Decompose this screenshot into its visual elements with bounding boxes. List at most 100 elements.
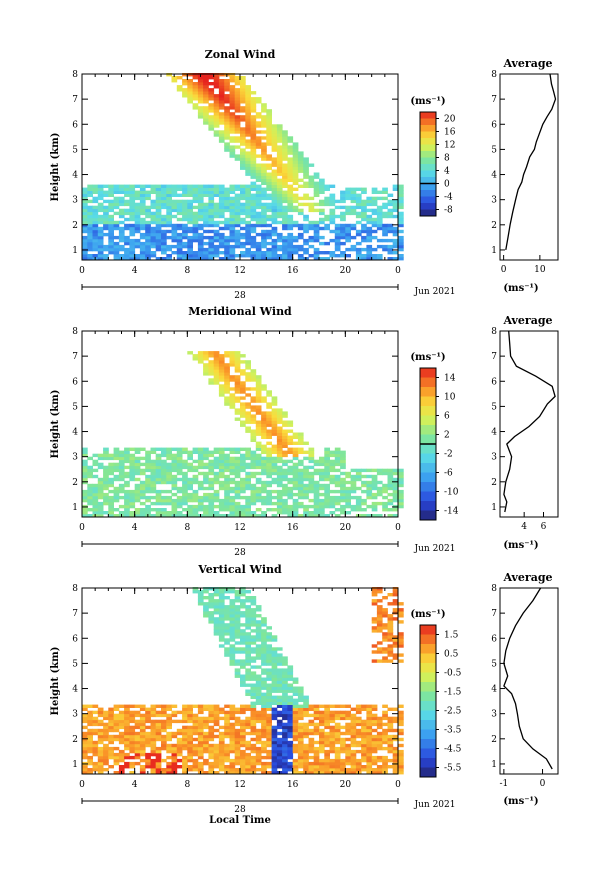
heatmap-cell [308, 450, 315, 454]
heatmap-cell [203, 372, 209, 376]
heatmap-cell [382, 614, 388, 618]
heatmap-cell [129, 241, 136, 246]
heatmap-cell [250, 737, 257, 742]
heatmap-cell [145, 190, 151, 194]
heatmap-cell [129, 504, 136, 509]
heatmap-cell [197, 453, 204, 458]
heatmap-cell [182, 477, 188, 482]
heatmap-cell [255, 698, 262, 702]
heatmap-cell [118, 244, 125, 249]
heatmap-cell [276, 483, 283, 488]
colorbar-tick-label: 6 [444, 412, 450, 422]
heatmap-cell [313, 247, 320, 252]
heatmap-cell [250, 142, 257, 146]
heatmap-cell [261, 217, 267, 222]
heatmap-cell [245, 743, 251, 748]
heatmap-cell [371, 771, 378, 775]
heatmap-cell [266, 435, 272, 439]
heatmap-cell [303, 731, 309, 736]
heatmap-cell [313, 746, 320, 751]
heatmap-cell [229, 511, 236, 515]
heatmap-cell [282, 746, 288, 751]
colorbar-tick-label: 4 [444, 167, 450, 177]
heatmap-cell [82, 254, 88, 258]
heatmap-cell [176, 758, 183, 763]
heatmap-cell [171, 229, 178, 234]
heatmap-cell [103, 465, 109, 470]
heatmap-cell [145, 737, 151, 742]
heatmap-cell [139, 740, 146, 745]
heatmap-cell [145, 238, 151, 243]
heatmap-cell [218, 734, 225, 739]
heatmap-cell [234, 408, 241, 412]
heatmap-cell [134, 229, 141, 234]
heatmap-cell [176, 447, 183, 451]
heatmap-cell [161, 468, 167, 473]
heatmap-cell [171, 474, 178, 479]
heatmap-cell [376, 211, 383, 216]
heatmap-cell [303, 695, 309, 699]
heatmap-cell [382, 737, 388, 742]
heatmap-cell [145, 761, 151, 766]
heatmap-cell [82, 251, 88, 255]
heatmap-cell [387, 632, 394, 636]
heatmap-cell [92, 229, 99, 234]
heatmap-cell [108, 187, 114, 191]
heatmap-cell [197, 725, 204, 730]
heatmap-cell [229, 229, 236, 234]
heatmap-cell [213, 244, 220, 249]
heatmap-cell [382, 202, 388, 207]
heatmap-cell [134, 719, 141, 724]
heatmap-cell [287, 471, 294, 476]
heatmap-cell [134, 495, 141, 500]
heatmap-cell [108, 247, 114, 252]
heatmap-cell [334, 199, 341, 204]
heatmap-cell [329, 716, 336, 721]
heatmap-cell [113, 737, 120, 742]
heatmap-cell [213, 480, 220, 485]
heatmap-cell [218, 97, 225, 101]
heatmap-cell [176, 728, 183, 733]
heatmap-cell [303, 175, 309, 179]
heatmap-cell [208, 381, 215, 385]
heatmap-cell [203, 456, 209, 461]
heatmap-cell [203, 471, 209, 476]
heatmap-cell [334, 737, 341, 742]
heatmap-cell [376, 590, 383, 594]
heatmap-cell [287, 166, 294, 170]
heatmap-cell [292, 235, 299, 240]
heatmap-cell [287, 244, 294, 249]
heatmap-cell [234, 390, 241, 394]
heatmap-cell [329, 713, 336, 718]
heatmap-cell [87, 223, 93, 228]
heatmap-cell [129, 492, 136, 497]
heatmap-cell [192, 223, 199, 228]
heatmap-cell [187, 88, 193, 92]
heatmap-cell [229, 471, 236, 476]
heatmap-cell [203, 504, 209, 509]
heatmap-cell [276, 765, 283, 769]
heatmap-cell [366, 734, 373, 739]
vertical-date-label: Jun 2021 [414, 800, 456, 810]
heatmap-cell [266, 734, 272, 739]
heatmap-cell [350, 765, 357, 769]
profile-y-tick-label: 5 [491, 145, 497, 155]
y-tick-label: 7 [72, 352, 78, 362]
heatmap-cell [155, 713, 162, 718]
heatmap-cell [276, 674, 283, 678]
heatmap-cell [161, 202, 167, 207]
heatmap-cell [192, 254, 199, 258]
heatmap-cell [319, 731, 325, 736]
heatmap-cell [271, 254, 278, 258]
heatmap-cell [313, 190, 320, 194]
heatmap-cell [266, 193, 272, 197]
heatmap-cell [134, 710, 141, 715]
heatmap-cell [234, 768, 241, 772]
heatmap-cell [371, 737, 378, 742]
heatmap-cell [113, 257, 120, 261]
heatmap-cell [287, 136, 294, 140]
heatmap-cell [261, 707, 267, 711]
heatmap-cell [261, 151, 267, 155]
heatmap-cell [398, 477, 404, 482]
heatmap-cell [139, 746, 146, 751]
